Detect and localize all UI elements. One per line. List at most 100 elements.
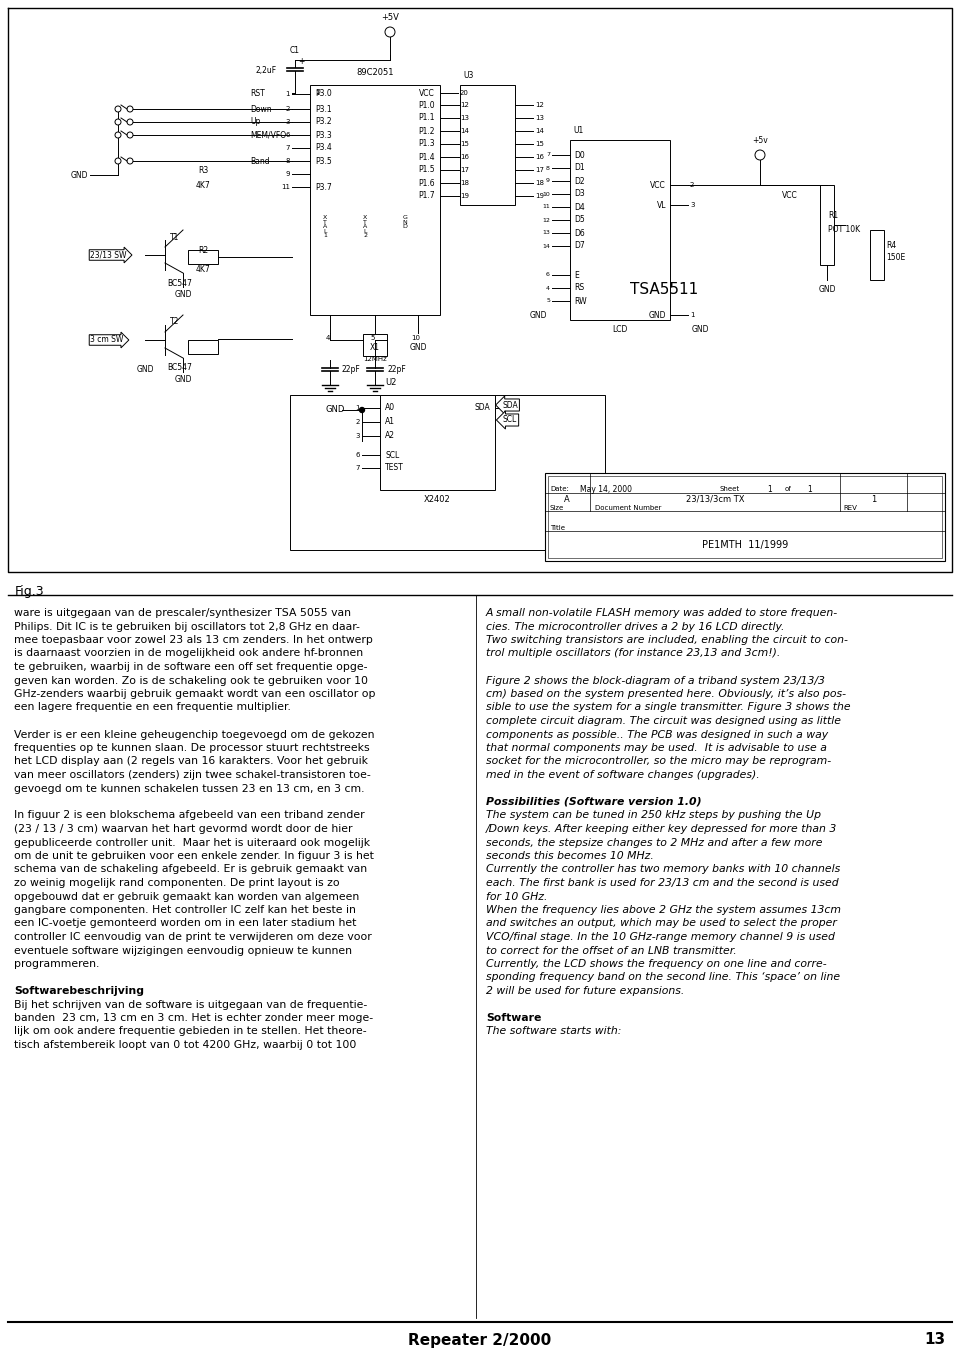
Text: frequenties op te kunnen slaan. De processor stuurt rechtstreeks: frequenties op te kunnen slaan. De proce… (14, 743, 370, 753)
Text: zo weinig mogelijk rand componenten. De print layout is zo: zo weinig mogelijk rand componenten. De … (14, 878, 340, 888)
Text: Two switching transistors are included, enabling the circuit to con-: Two switching transistors are included, … (486, 635, 848, 645)
Text: is daarnaast voorzien in de mogelijkheid ook andere hf-bronnen: is daarnaast voorzien in de mogelijkheid… (14, 649, 363, 658)
Text: 16: 16 (535, 154, 544, 161)
Text: 22pF: 22pF (342, 366, 361, 375)
Text: R4: R4 (886, 240, 897, 250)
Text: sponding frequency band on the second line. This ‘space’ on line: sponding frequency band on the second li… (486, 973, 840, 982)
Text: RW: RW (574, 297, 587, 305)
Text: trol multiple oscillators (for instance 23,13 and 3cm!).: trol multiple oscillators (for instance … (486, 649, 780, 658)
Text: R3: R3 (198, 166, 208, 175)
Text: May 14, 2000: May 14, 2000 (580, 484, 632, 494)
Text: P1.2: P1.2 (419, 127, 435, 135)
Text: med in the event of software changes (upgrades).: med in the event of software changes (up… (486, 770, 759, 780)
Text: A small non-volatile FLASH memory was added to store frequen-: A small non-volatile FLASH memory was ad… (486, 608, 838, 618)
Text: 2: 2 (286, 107, 290, 112)
Bar (548, 476, 942, 558)
Circle shape (127, 158, 133, 165)
Text: 89C2051: 89C2051 (356, 67, 394, 77)
Text: of: of (785, 486, 792, 492)
Text: 11: 11 (281, 183, 290, 190)
Text: 1: 1 (768, 484, 773, 494)
Text: 2,2uF: 2,2uF (256, 66, 277, 74)
Text: (23 / 13 / 3 cm) waarvan het hart gevormd wordt door de hier: (23 / 13 / 3 cm) waarvan het hart gevorm… (14, 824, 352, 834)
Text: R1: R1 (828, 210, 838, 220)
Text: X1: X1 (370, 344, 380, 352)
Text: E: E (574, 271, 579, 279)
Text: T1: T1 (170, 232, 180, 241)
Bar (460, 85, 515, 205)
Text: U1: U1 (573, 125, 584, 135)
Bar (188, 340, 218, 353)
Text: POT 10K: POT 10K (828, 225, 860, 235)
Text: 1: 1 (285, 90, 290, 97)
Text: C1: C1 (290, 46, 300, 55)
Text: Down: Down (250, 104, 272, 113)
Text: P1.4: P1.4 (419, 152, 435, 162)
Text: VCC: VCC (650, 181, 666, 189)
Text: P3.3: P3.3 (315, 131, 332, 139)
Text: D1: D1 (574, 163, 585, 173)
Text: 12: 12 (460, 103, 468, 108)
Text: 3 cm SW: 3 cm SW (90, 336, 124, 344)
Text: A1: A1 (385, 417, 395, 426)
Circle shape (127, 107, 133, 112)
Text: Philips. Dit IC is te gebruiken bij oscillators tot 2,8 GHz en daar-: Philips. Dit IC is te gebruiken bij osci… (14, 622, 360, 631)
Text: 7: 7 (546, 152, 550, 158)
Text: +5V: +5V (381, 13, 399, 22)
Text: 2: 2 (355, 420, 360, 425)
Text: GND: GND (70, 170, 88, 179)
Text: opgebouwd dat er gebruik gemaakt kan worden van algemeen: opgebouwd dat er gebruik gemaakt kan wor… (14, 892, 359, 901)
Text: 12MHz: 12MHz (363, 356, 387, 362)
Text: ware is uitgegaan van de prescaler/synthesizer TSA 5055 van: ware is uitgegaan van de prescaler/synth… (14, 608, 351, 618)
Text: A2: A2 (385, 432, 395, 441)
Text: 6: 6 (546, 272, 550, 278)
Text: Currently, the LCD shows the frequency on one line and corre-: Currently, the LCD shows the frequency o… (486, 959, 827, 969)
Circle shape (127, 132, 133, 138)
Text: 14: 14 (535, 128, 544, 134)
Text: 14: 14 (460, 128, 468, 134)
Text: In figuur 2 is een blokschema afgebeeld van een triband zender: In figuur 2 is een blokschema afgebeeld … (14, 811, 365, 820)
Text: TSA5511: TSA5511 (630, 282, 698, 298)
Text: SCL: SCL (503, 415, 517, 425)
Circle shape (115, 119, 121, 125)
Bar (570, 140, 670, 320)
Text: D6: D6 (574, 228, 585, 237)
Text: 4: 4 (546, 286, 550, 290)
Text: VL: VL (657, 201, 666, 209)
Text: 3: 3 (285, 119, 290, 125)
Text: tisch afstembereik loopt van 0 tot 4200 GHz, waarbij 0 tot 100: tisch afstembereik loopt van 0 tot 4200 … (14, 1040, 356, 1050)
Text: GND: GND (818, 285, 836, 294)
Text: SDA: SDA (474, 403, 490, 413)
Text: each. The first bank is used for 23/13 cm and the second is used: each. The first bank is used for 23/13 c… (486, 878, 839, 888)
Text: 20: 20 (460, 90, 468, 96)
Bar (310, 85, 440, 316)
Text: om de unit te gebruiken voor een enkele zender. In figuur 3 is het: om de unit te gebruiken voor een enkele … (14, 851, 373, 861)
Text: P3.2: P3.2 (315, 117, 331, 127)
Text: van meer oscillators (zenders) zijn twee schakel-transistoren toe-: van meer oscillators (zenders) zijn twee… (14, 770, 371, 780)
Text: te gebruiken, waarbij in de software een off set frequentie opge-: te gebruiken, waarbij in de software een… (14, 662, 368, 672)
Bar (363, 335, 387, 356)
Text: RS: RS (574, 283, 584, 293)
Text: 15: 15 (460, 142, 468, 147)
Text: A: A (564, 495, 570, 503)
Text: D7: D7 (574, 241, 585, 251)
Text: 10: 10 (412, 335, 420, 341)
Text: programmeren.: programmeren. (14, 959, 100, 969)
Text: Up: Up (250, 117, 260, 127)
Text: D0: D0 (574, 151, 585, 159)
Text: eventuele software wijzigingen eenvoudig opnieuw te kunnen: eventuele software wijzigingen eenvoudig… (14, 946, 352, 955)
Text: GND: GND (530, 310, 547, 320)
Text: schema van de schakeling afgebeeld. Er is gebruik gemaakt van: schema van de schakeling afgebeeld. Er i… (14, 865, 367, 874)
Text: P3.0: P3.0 (315, 89, 332, 98)
Text: LCD: LCD (612, 325, 628, 335)
Bar (380, 395, 495, 490)
Text: GND: GND (649, 310, 666, 320)
Text: 9: 9 (285, 171, 290, 177)
Text: 3: 3 (690, 202, 694, 208)
Text: 2 will be used for future expansions.: 2 will be used for future expansions. (486, 986, 684, 996)
Text: complete circuit diagram. The circuit was designed using as little: complete circuit diagram. The circuit wa… (486, 716, 841, 726)
Text: 5: 5 (371, 335, 375, 341)
Text: Figure 2 shows the block-diagram of a triband system 23/13/3: Figure 2 shows the block-diagram of a tr… (486, 676, 825, 685)
Text: Date:: Date: (550, 486, 569, 492)
Text: Possibilities (Software version 1.0): Possibilities (Software version 1.0) (486, 797, 702, 807)
